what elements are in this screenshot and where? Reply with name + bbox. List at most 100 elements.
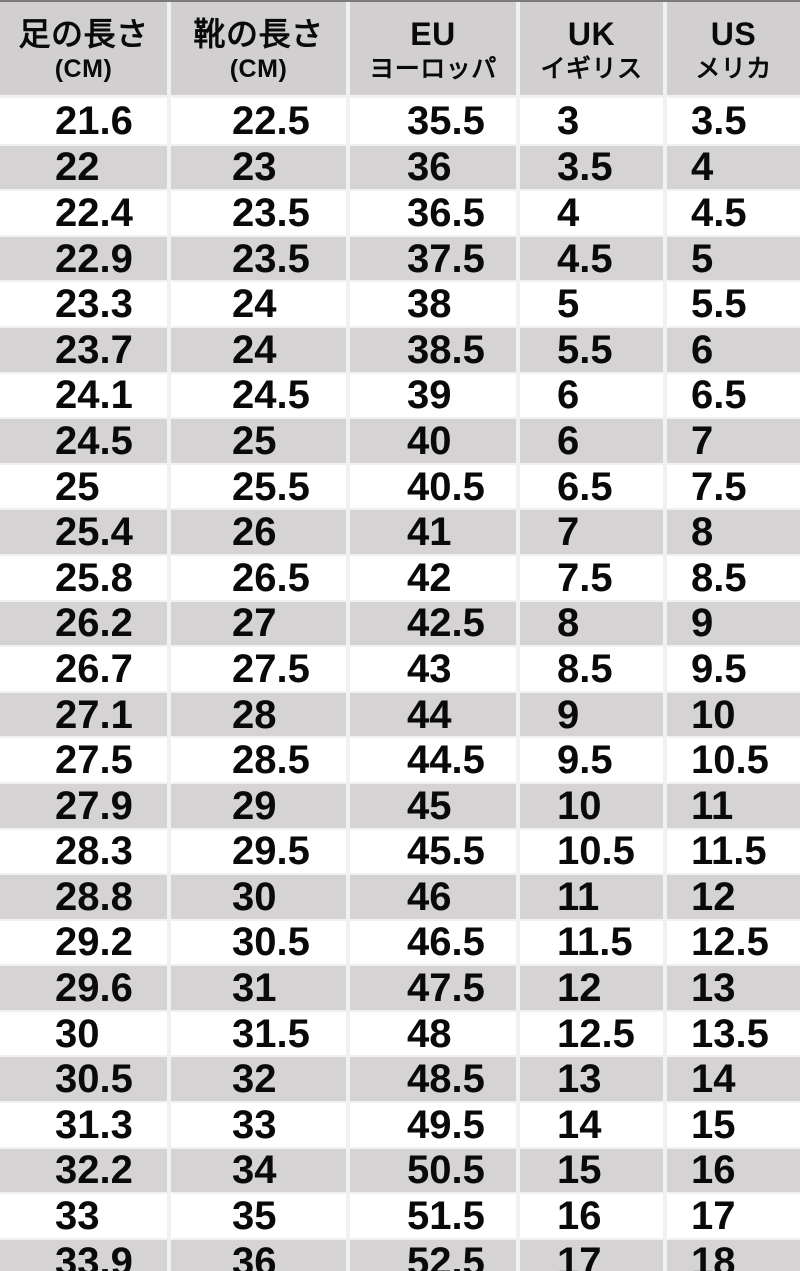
table-row: 27.1 28 44 9 10 [0, 690, 800, 737]
cell-uk-size: 3 [520, 98, 667, 144]
cell-foot-length: 22.4 [0, 191, 171, 235]
cell-uk-size: 5.5 [520, 327, 667, 372]
cell-foot-length: 30.5 [0, 1057, 171, 1102]
cell-us-size: 17 [691, 1194, 736, 1239]
column-header-us: US メリカ [667, 2, 800, 95]
table-row: 26.7 27.5 43 8.5 9.5 [0, 645, 800, 691]
table-row: 29.6 31 47.5 12 13 [0, 964, 800, 1010]
cell-eu-size: 41 [350, 510, 520, 554]
cell-foot-length: 28.3 [0, 829, 171, 874]
cell-us-size: 7 [691, 418, 714, 463]
cell-shoe-length: 26.5 [171, 555, 350, 600]
cell-uk-size: 6 [520, 419, 667, 463]
table-row: 25 25.5 40.5 6.5 7.5 [0, 462, 800, 509]
table-row: 27.9 29 45 10 11 [0, 781, 800, 828]
cell-shoe-length: 23 [171, 145, 350, 190]
cell-shoe-length: 24 [171, 327, 350, 372]
cell-eu-size: 46 [350, 875, 520, 919]
cell-us-size: 15 [691, 1102, 736, 1147]
cell-shoe-length: 23.5 [171, 236, 350, 281]
cell-shoe-length: 22.5 [171, 98, 350, 144]
table-row: 30.5 32 48.5 13 14 [0, 1055, 800, 1102]
table-row: 21.6 22.5 35.5 3 3.5 [0, 98, 800, 144]
cell-us-size: 14 [691, 1057, 736, 1102]
cell-shoe-length: 35 [171, 1194, 350, 1238]
cell-uk-size: 12.5 [520, 1011, 667, 1056]
table-row: 28.8 30 46 11 12 [0, 873, 800, 919]
cell-foot-length: 24.1 [0, 373, 171, 418]
cell-us-size: 10 [691, 692, 736, 737]
cell-eu-size: 52.5 [350, 1239, 520, 1271]
table-row: 32.2 34 50.5 15 16 [0, 1146, 800, 1193]
cell-foot-length: 22.9 [0, 236, 171, 281]
cell-shoe-length: 31 [171, 966, 350, 1010]
cell-us-size: 16 [691, 1148, 736, 1193]
cell-shoe-length: 23.5 [171, 191, 350, 235]
cell-us-size: 9 [691, 601, 714, 646]
cell-eu-size: 38 [350, 282, 520, 326]
table-row: 30 31.5 48 12.5 13.5 [0, 1009, 800, 1056]
cell-uk-size: 8 [520, 601, 667, 646]
cell-eu-size: 42 [350, 555, 520, 600]
cell-foot-length: 23.7 [0, 327, 171, 372]
cell-us-size: 5.5 [691, 282, 747, 327]
table-row: 22 23 36 3.5 4 [0, 143, 800, 190]
column-header-sublabel: (CM) [229, 54, 288, 83]
cell-shoe-length: 25 [171, 419, 350, 463]
cell-foot-length: 27.1 [0, 692, 171, 737]
column-header-eu: EU ヨーロッパ [350, 2, 520, 95]
column-header-label: EU [410, 15, 456, 52]
cell-uk-size: 6 [520, 373, 667, 418]
cell-eu-size: 50.5 [350, 1148, 520, 1193]
table-body: 21.6 22.5 35.5 3 3.5 22 23 36 3.5 4 22.4… [0, 98, 800, 1271]
cell-us-size: 8.5 [691, 555, 747, 600]
cell-uk-size: 16 [520, 1194, 667, 1238]
cell-eu-size: 39 [350, 373, 520, 418]
cell-eu-size: 44.5 [350, 738, 520, 782]
cell-uk-size: 12 [520, 966, 667, 1010]
cell-us-size: 10.5 [691, 738, 769, 783]
cell-uk-size: 7 [520, 510, 667, 554]
cell-shoe-length: 24.5 [171, 373, 350, 418]
table-row: 31.3 33 49.5 14 15 [0, 1101, 800, 1147]
cell-us-size: 18 [691, 1239, 736, 1271]
column-header-label: 靴の長さ [193, 15, 324, 52]
cell-foot-length: 29.6 [0, 966, 171, 1010]
cell-foot-length: 26.7 [0, 647, 171, 691]
cell-shoe-length: 32 [171, 1057, 350, 1102]
cell-shoe-length: 34 [171, 1148, 350, 1193]
table-row: 22.9 23.5 37.5 4.5 5 [0, 234, 800, 281]
column-header-label: UK [567, 15, 616, 52]
cell-us-size: 4.5 [691, 190, 747, 235]
cell-shoe-length: 33 [171, 1103, 350, 1147]
cell-us-size: 7.5 [691, 464, 747, 509]
cell-foot-length: 29.2 [0, 920, 171, 965]
cell-uk-size: 14 [520, 1103, 667, 1147]
table-row: 33 35 51.5 16 17 [0, 1192, 800, 1238]
cell-us-size: 5 [691, 236, 714, 281]
column-header-sublabel: イギリス [540, 54, 643, 83]
table-row: 23.3 24 38 5 5.5 [0, 280, 800, 326]
cell-uk-size: 17 [520, 1239, 667, 1271]
cell-us-size: 12 [691, 874, 736, 919]
cell-uk-size: 11.5 [520, 920, 667, 965]
cell-foot-length: 33.9 [0, 1239, 171, 1271]
cell-eu-size: 51.5 [350, 1194, 520, 1238]
cell-uk-size: 10 [520, 783, 667, 828]
column-header-label: 足の長さ [18, 15, 149, 52]
cell-shoe-length: 24 [171, 282, 350, 326]
table-row: 28.3 29.5 45.5 10.5 11.5 [0, 827, 800, 874]
cell-eu-size: 42.5 [350, 601, 520, 646]
cell-shoe-length: 29 [171, 783, 350, 828]
table-row: 25.4 26 41 7 8 [0, 508, 800, 554]
column-header-sublabel: (CM) [54, 54, 113, 83]
cell-foot-length: 27.9 [0, 783, 171, 828]
cell-eu-size: 37.5 [350, 236, 520, 281]
cell-foot-length: 25 [0, 464, 171, 509]
cell-shoe-length: 31.5 [171, 1011, 350, 1056]
cell-uk-size: 9 [520, 692, 667, 737]
cell-shoe-length: 36 [171, 1239, 350, 1271]
cell-eu-size: 38.5 [350, 327, 520, 372]
cell-uk-size: 15 [520, 1148, 667, 1193]
column-header-sublabel: ヨーロッパ [369, 54, 497, 83]
